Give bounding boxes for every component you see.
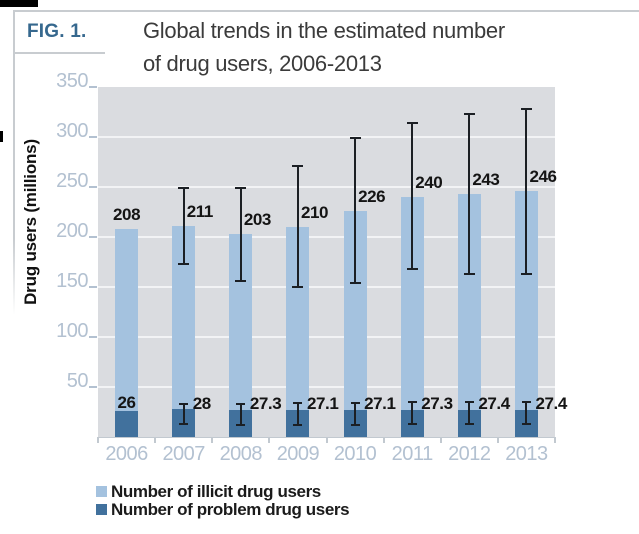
crop-artifact-top-left bbox=[0, 0, 38, 7]
y-tick-mark bbox=[89, 286, 97, 288]
gridline bbox=[98, 336, 555, 338]
y-tick-mark bbox=[89, 136, 97, 138]
figure-label-underline bbox=[13, 52, 105, 54]
y-tick-label: 350 bbox=[56, 70, 88, 92]
gridline bbox=[98, 386, 555, 388]
legend-swatch-illicit-icon bbox=[96, 486, 107, 497]
y-tick-mark bbox=[89, 336, 97, 338]
y-tick-mark bbox=[89, 86, 97, 88]
x-tick-label: 2012 bbox=[448, 443, 491, 465]
x-tick-label: 2011 bbox=[391, 443, 434, 465]
x-tick-label: 2008 bbox=[219, 443, 263, 465]
gridline bbox=[98, 236, 555, 238]
chart-title-line-1: Global trends in the estimated number bbox=[143, 18, 505, 43]
x-tick-label: 2006 bbox=[105, 443, 148, 465]
gridline bbox=[98, 286, 555, 288]
x-tick-label: 2007 bbox=[162, 443, 205, 465]
legend-label-problem: Number of problem drug users bbox=[111, 500, 350, 519]
x-tick-label: 2013 bbox=[505, 443, 548, 465]
gridline bbox=[98, 136, 555, 138]
gridline bbox=[98, 186, 555, 188]
figure-left-rule bbox=[13, 10, 15, 315]
y-tick-label: 50 bbox=[66, 370, 89, 392]
y-tick-mark bbox=[89, 386, 97, 388]
figure-number-label: FIG. 1. bbox=[27, 21, 87, 42]
x-tick-label: 2009 bbox=[276, 443, 320, 465]
y-tick-mark bbox=[89, 186, 97, 188]
crop-artifact-left-edge bbox=[0, 131, 3, 142]
legend-label-illicit: Number of illicit drug users bbox=[111, 482, 321, 501]
y-axis-title: Drug users (millions) bbox=[21, 139, 40, 305]
plot-area bbox=[98, 87, 555, 438]
figure-top-rule bbox=[13, 10, 639, 12]
legend-swatch-problem-icon bbox=[96, 504, 107, 515]
chart-title-line-2: of drug users, 2006-2013 bbox=[143, 51, 382, 76]
x-tick-label: 2010 bbox=[333, 443, 377, 465]
y-tick-mark bbox=[89, 236, 97, 238]
